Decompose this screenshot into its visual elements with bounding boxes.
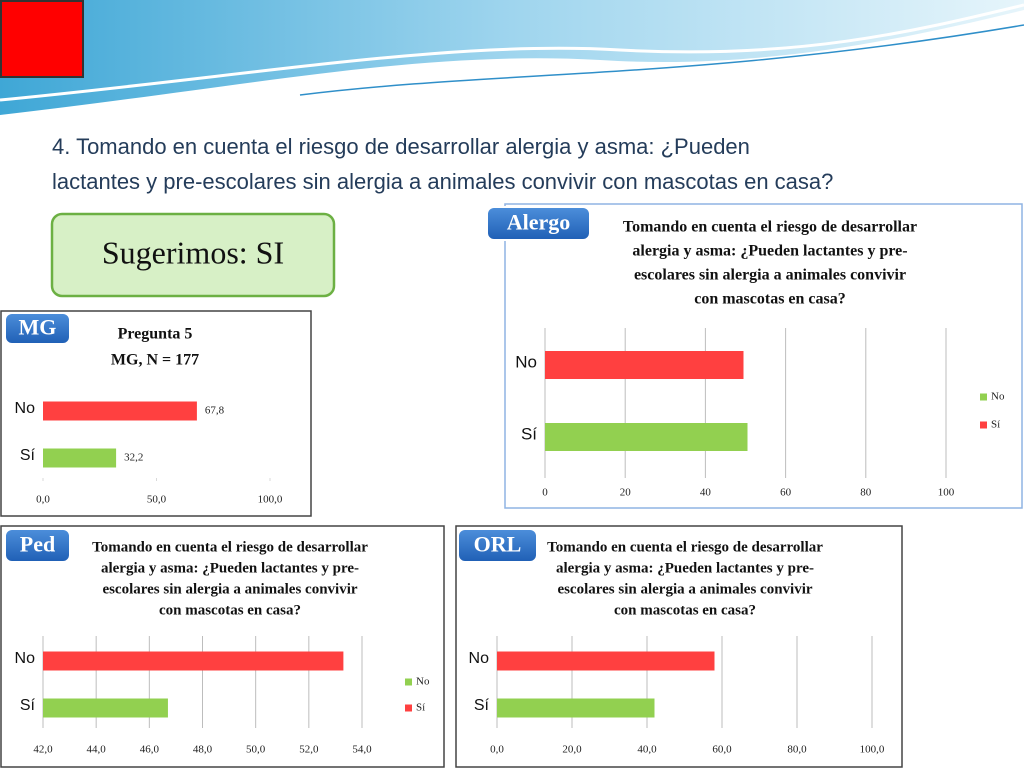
chart-title: Tomando en cuenta el riesgo de desarroll…	[623, 219, 917, 236]
x-tick-label: 100,0	[258, 494, 283, 506]
callout-text: Sugerimos: SI	[102, 234, 284, 270]
x-tick-label: 52,0	[299, 744, 319, 756]
chart-title: Tomando en cuenta el riesgo de desarroll…	[92, 539, 368, 555]
bar	[497, 651, 715, 671]
legend-swatch	[405, 704, 412, 712]
bar	[43, 698, 168, 718]
chart-title: Tomando en cuenta el riesgo de desarroll…	[547, 539, 823, 555]
category-label: Sí	[20, 447, 36, 464]
badge	[4, 528, 71, 563]
bar	[545, 423, 748, 451]
chart-title: con mascotas en casa?	[614, 602, 756, 618]
value-label: 32,2	[124, 452, 143, 464]
legend-label: Sí	[991, 419, 1000, 431]
x-tick-label: 100,0	[860, 744, 885, 756]
badge-label: Ped	[20, 532, 55, 557]
red-square	[0, 0, 84, 78]
legend-label: Sí	[416, 702, 425, 714]
category-label: No	[15, 650, 36, 667]
x-tick-label: 48,0	[193, 744, 213, 756]
bar	[43, 401, 197, 421]
chart-title: con mascotas en casa?	[159, 602, 301, 618]
x-tick-label: 100	[938, 487, 955, 499]
x-tick-label: 20,0	[562, 744, 582, 756]
badge	[4, 312, 71, 345]
chart-frame	[455, 525, 903, 768]
x-tick-label: 40,0	[637, 744, 657, 756]
legend-swatch	[980, 421, 987, 429]
x-tick-label: 80	[860, 487, 872, 499]
legend-swatch	[980, 393, 987, 401]
x-tick-label: 0,0	[490, 744, 504, 756]
chart-frame	[0, 525, 445, 768]
chart-title: Pregunta 5	[118, 326, 193, 343]
x-tick-label: 54,0	[352, 744, 372, 756]
category-label: Sí	[474, 697, 490, 714]
badge-label: Alergo	[507, 210, 571, 235]
x-tick-label: 46,0	[140, 744, 160, 756]
category-label: No	[469, 650, 490, 667]
badge-label: MG	[19, 315, 57, 340]
category-label: No	[15, 400, 36, 417]
x-tick-label: 50,0	[147, 494, 167, 506]
bar	[545, 351, 744, 379]
wave-line	[299, 24, 1024, 96]
legend-label: No	[416, 676, 430, 688]
chart-title: escolares sin alergia a animales convivi…	[102, 581, 357, 597]
value-label: 67,8	[205, 405, 225, 417]
bar	[43, 651, 344, 671]
wave-line	[0, 3, 1024, 102]
chart-title: alergia y asma: ¿Pueden lactantes y pre-	[101, 560, 359, 576]
x-tick-label: 0,0	[36, 494, 50, 506]
x-tick-label: 44,0	[87, 744, 107, 756]
wave-decoration	[0, 0, 1024, 115]
callout-box	[50, 212, 336, 298]
category-label: Sí	[521, 424, 537, 443]
chart-title: alergia y asma: ¿Pueden lactantes y pre-	[632, 243, 907, 260]
x-tick-label: 20	[620, 487, 632, 499]
badge	[457, 528, 538, 563]
x-tick-label: 60	[780, 487, 792, 499]
x-tick-label: 42,0	[33, 744, 53, 756]
x-tick-label: 0	[542, 487, 548, 499]
chart-title: con mascotas en casa?	[694, 291, 846, 308]
x-tick-label: 40	[700, 487, 712, 499]
chart-title: escolares sin alergia a animales convivi…	[634, 267, 906, 284]
x-tick-label: 60,0	[712, 744, 732, 756]
badge	[486, 206, 591, 241]
x-tick-label: 80,0	[787, 744, 807, 756]
category-label: Sí	[20, 697, 36, 714]
legend-label: No	[991, 391, 1005, 403]
chart-title: alergia y asma: ¿Pueden lactantes y pre-	[556, 560, 814, 576]
chart-title: MG, N = 177	[111, 352, 199, 369]
category-label: No	[515, 352, 537, 371]
chart-title: escolares sin alergia a animales convivi…	[557, 581, 812, 597]
legend-swatch	[405, 678, 412, 686]
badge-label: ORL	[474, 532, 522, 557]
heading-line: 4. Tomando en cuenta el riesgo de desarr…	[52, 134, 750, 159]
bar	[497, 698, 655, 718]
x-tick-label: 50,0	[246, 744, 266, 756]
bar	[43, 448, 117, 468]
heading-line: lactantes y pre-escolares sin alergia a …	[52, 169, 833, 194]
